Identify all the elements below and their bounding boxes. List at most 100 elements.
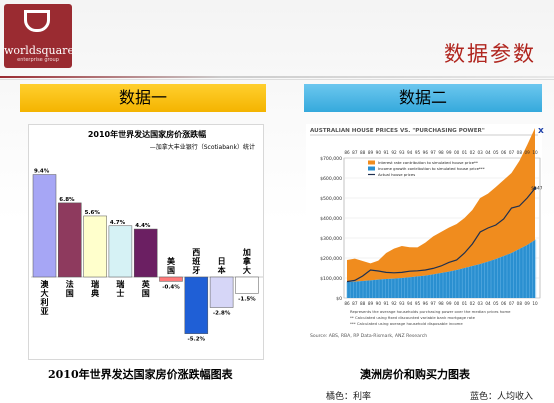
area-x-tick-24: 09 [524, 150, 530, 155]
area-series-actual-price-line [346, 188, 536, 283]
area-x-tick-bottom-4: 89 [368, 301, 374, 306]
area-x-tick-4: 89 [368, 150, 374, 155]
area-x-tick-21: 06 [501, 150, 507, 155]
area-x-tick-bottom-17: 02 [470, 301, 476, 306]
logo-brand-text: worldsquare [4, 44, 74, 57]
area-y-tick-2: $100,000 [320, 276, 342, 282]
worldsquare-logo: worldsquare enterprise group [4, 4, 74, 68]
area-y-tick-1: $0 [336, 296, 342, 302]
bar-chart-svg: 2010年世界发达国家房价涨跌幅 —加拿大丰业银行（Scotiabank）统计 … [31, 129, 263, 343]
area-x-tick-17: 02 [470, 150, 476, 155]
area-y-tick-8: $700,000 [320, 156, 342, 162]
area-x-tick-1: 86 [344, 150, 350, 155]
bar-9 [235, 276, 259, 294]
bar-7 [184, 276, 209, 334]
area-x-tick-bottom-9: 94 [407, 301, 413, 306]
page-title: 数据参数 [444, 42, 536, 66]
bar-category-label-6: 美国 [167, 256, 176, 275]
area-x-tick-bottom-18: 03 [477, 301, 483, 306]
bar-chart-title: 2010年世界发达国家房价涨跌幅 [88, 129, 206, 139]
area-x-tick-25: 10 [532, 150, 538, 155]
area-x-tick-3: 88 [360, 150, 366, 155]
area-x-tick-20: 05 [493, 150, 499, 155]
area-x-tick-bottom-23: 08 [517, 301, 523, 306]
area-x-tick-bottom-13: 98 [438, 301, 444, 306]
section1-header: 数据一 [20, 84, 266, 112]
logo-mark-icon [24, 10, 50, 32]
area-x-tick-bottom-5: 90 [376, 301, 382, 306]
area-x-tick-bottom-11: 96 [423, 301, 429, 306]
area-footnote-3: *** Calculated using average household d… [350, 321, 463, 326]
bar-category-label-2: 法国 [66, 279, 74, 298]
bar-value-label-1: 9.4% [34, 169, 50, 175]
area-x-tick-15: 00 [454, 150, 460, 155]
bar-value-label-3: 5.6% [85, 210, 101, 216]
bar-category-label-3: 瑞典 [91, 279, 99, 298]
bar-value-label-4: 4.7% [110, 220, 126, 226]
area-x-tick-bottom-3: 88 [360, 301, 366, 306]
area-x-tick-bottom-22: 07 [509, 301, 515, 306]
area-legend-label-2: Income growth contribution to simulated … [378, 166, 485, 171]
header-divider-thin [0, 79, 554, 80]
area-y-tick-6: $500,000 [320, 196, 342, 202]
area-last-point-marker [533, 186, 537, 190]
bar-2 [58, 202, 82, 278]
bar-value-label-2: 6.8% [59, 197, 75, 203]
area-x-tick-bottom-19: 04 [485, 301, 491, 306]
area-series-interest-rate [347, 128, 535, 282]
area-x-tick-12: 97 [430, 150, 436, 155]
area-x-tick-bottom-20: 05 [493, 301, 499, 306]
area-x-tick-9: 94 [407, 150, 413, 155]
section2-caption: 澳洲房价和购买力图表 [360, 368, 470, 381]
bar-value-label-5: 4.4% [135, 223, 151, 229]
area-x-tick-10: 95 [415, 150, 421, 155]
area-footnote-1: Represents the average households purcha… [350, 309, 511, 314]
area-x-tick-6: 91 [383, 150, 389, 155]
area-x-tick-bottom-10: 95 [415, 301, 421, 306]
area-x-tick-bottom-1: 86 [344, 301, 350, 306]
bar-value-label-6: -0.4% [162, 284, 180, 290]
area-x-tick-bottom-16: 01 [462, 301, 468, 306]
area-y-tick-5: $400,000 [320, 216, 342, 222]
area-x-tick-13: 98 [438, 150, 444, 155]
area-x-tick-bottom-2: 87 [352, 301, 358, 306]
area-legend-swatch-2 [368, 166, 375, 171]
area-footnote-2: ** Calculated using fixed discounted var… [350, 315, 476, 320]
area-x-tick-11: 96 [423, 150, 429, 155]
area-legend-label-1: Interest rate contribution to simulated … [378, 160, 478, 165]
area-x-tick-bottom-12: 97 [430, 301, 436, 306]
area-chart-svg: AUSTRALIAN HOUSE PRICES VS. "PURCHASING … [310, 128, 553, 339]
area-y-tick-7: $600,000 [320, 176, 342, 182]
logo-tagline: enterprise group [17, 57, 59, 63]
bar-category-label-8: 日本 [217, 257, 226, 275]
australian-house-price-chart: AUSTRALIAN HOUSE PRICES VS. "PURCHASING … [306, 124, 553, 360]
bar-value-label-8: -2.8% [213, 311, 231, 317]
area-x-tick-22: 07 [509, 150, 515, 155]
close-icon[interactable]: x [538, 126, 544, 136]
section2-header: 数据二 [304, 84, 542, 112]
area-x-tick-19: 04 [485, 150, 491, 155]
area-x-tick-7: 92 [391, 150, 397, 155]
bar-4 [108, 225, 133, 278]
area-annotation-label: $547,861 [531, 185, 542, 191]
area-x-tick-bottom-25: 10 [532, 301, 538, 306]
house-price-change-chart: 2010年世界发达国家房价涨跌幅 —加拿大丰业银行（Scotiabank）统计 … [28, 124, 264, 360]
area-chart-source: Source: ABS, RBA, RP Data-Rismark, ANZ R… [310, 333, 427, 339]
bar-category-label-1: 澳大利亚 [40, 279, 50, 316]
orange-legend-note: 橘色：利率 [326, 392, 372, 402]
area-legend-swatch-1 [368, 160, 375, 165]
bar-category-label-5: 英国 [141, 279, 151, 298]
bar-1 [32, 174, 57, 278]
header-divider [0, 76, 554, 78]
area-x-tick-8: 93 [399, 150, 405, 155]
bar-category-label-7: 西班牙 [192, 248, 200, 275]
bar-3 [83, 215, 107, 278]
area-chart-title: AUSTRALIAN HOUSE PRICES VS. "PURCHASING … [310, 128, 485, 134]
area-x-tick-23: 08 [517, 150, 523, 155]
area-x-tick-2: 87 [352, 150, 358, 155]
area-legend-label-3: Actual house prices [378, 172, 415, 177]
bar-6 [159, 276, 183, 282]
area-x-tick-bottom-24: 09 [524, 301, 530, 306]
section1-caption: 2010年世界发达国家房价涨跌幅图表 [48, 368, 233, 381]
blue-legend-note: 蓝色：人均收入 [470, 392, 534, 402]
